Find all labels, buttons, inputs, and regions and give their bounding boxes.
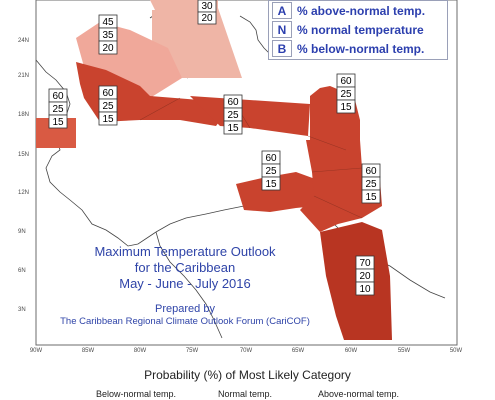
prob-value: 15 [340, 102, 352, 113]
lat-label: 3N [18, 307, 26, 313]
prob-value: 10 [359, 284, 371, 295]
prob-box-guianas: 70 20 10 [355, 255, 375, 296]
lon-label: 60W [345, 348, 358, 354]
lon-label: 70W [240, 348, 253, 354]
region-lesser-antilles-south [300, 140, 382, 232]
probability-caption: Probability (%) of Most Likely Category [144, 368, 351, 382]
lon-label: 90W [30, 348, 43, 354]
lat-label: 9N [18, 229, 26, 235]
category-below: Below-normal temp. [96, 389, 177, 399]
legend-row-above: A % above-normal temp. [269, 1, 447, 20]
prob-box-lesser-antilles-north: 60 25 15 [336, 73, 356, 114]
prob-value: 15 [102, 114, 114, 125]
map-period: May - June - July 2016 [119, 276, 251, 291]
prob-value: 25 [365, 179, 377, 190]
legend-label-below: % below-normal temp. [297, 41, 425, 56]
map-subtitle: for the Caribbean [134, 260, 236, 275]
prob-box-belize: 60 25 15 [48, 88, 68, 129]
latitude-labels: 24N 21N 18N 15N 12N 9N 6N 3N [18, 38, 29, 313]
prob-value: 15 [265, 179, 277, 190]
prob-value: 60 [365, 166, 377, 177]
prob-value: 60 [227, 97, 239, 108]
prob-value: 60 [102, 88, 114, 99]
prob-value: 20 [201, 13, 213, 24]
region-bahamas-east [152, 0, 242, 78]
probability-boxes: 30 20 45 35 20 60 25 15 60 25 [48, 0, 381, 296]
prob-box-greater-antilles-west: 60 25 15 [98, 85, 118, 126]
prob-value: 25 [52, 104, 64, 115]
legend-key-below: B [272, 40, 292, 57]
prob-value: 60 [52, 91, 64, 102]
lon-label: 55W [398, 348, 411, 354]
lat-label: 12N [18, 190, 29, 196]
prob-value: 60 [265, 153, 277, 164]
forecast-regions [36, 0, 392, 340]
prob-value: 15 [227, 123, 239, 134]
legend-row-normal: N % normal temperature [269, 20, 447, 39]
prob-value: 25 [340, 89, 352, 100]
lat-label: 21N [18, 73, 29, 79]
prob-value: 25 [102, 101, 114, 112]
prob-box-lesser-antilles-south: 60 25 15 [361, 163, 381, 204]
legend-label-above: % above-normal temp. [297, 3, 426, 18]
region-edges [139, 97, 363, 219]
prob-box-bahamas-top: 30 20 [197, 0, 217, 25]
longitude-labels: 90W 85W 80W 75W 70W 65W 60W 55W 50W [30, 348, 463, 354]
prob-value: 15 [365, 192, 377, 203]
prob-value: 30 [201, 1, 213, 12]
prob-value: 70 [359, 258, 371, 269]
lat-label: 18N [18, 112, 29, 118]
prob-value: 15 [52, 117, 64, 128]
prob-box-cuba-west: 45 35 20 [98, 14, 118, 55]
category-above: Above-normal temp. [318, 389, 400, 399]
legend-label-normal: % normal temperature [297, 22, 424, 37]
lon-label: 50W [450, 348, 463, 354]
category-normal: Normal temp. [218, 389, 273, 399]
legend-key-normal: N [272, 21, 292, 38]
lat-label: 24N [18, 38, 29, 44]
legend-key-above: A [272, 2, 292, 19]
lon-label: 65W [292, 348, 305, 354]
map-legend: A % above-normal temp. N % normal temper… [268, 0, 448, 60]
legend-row-below: B % below-normal temp. [269, 39, 447, 58]
prob-value: 20 [359, 271, 371, 282]
prob-value: 20 [102, 43, 114, 54]
prob-value: 45 [102, 17, 114, 28]
map-title: Maximum Temperature Outlook [94, 244, 276, 259]
map-title-block: Maximum Temperature Outlook for the Cari… [60, 244, 310, 328]
region-abc-islands [236, 172, 318, 212]
prepared-by-org: The Caribbean Regional Climate Outlook F… [60, 316, 310, 327]
prob-value: 25 [227, 110, 239, 121]
prepared-by-label: Prepared by [155, 303, 215, 315]
lon-label: 80W [134, 348, 147, 354]
prob-box-abc-islands: 60 25 15 [261, 150, 281, 191]
lat-label: 15N [18, 152, 29, 158]
lon-label: 75W [186, 348, 199, 354]
lon-label: 85W [82, 348, 95, 354]
prob-box-hispaniola: 60 25 15 [223, 94, 243, 135]
region-hispaniola [190, 96, 310, 136]
prob-value: 60 [340, 76, 352, 87]
prob-value: 35 [102, 30, 114, 41]
prob-value: 25 [265, 166, 277, 177]
lat-label: 6N [18, 268, 26, 274]
